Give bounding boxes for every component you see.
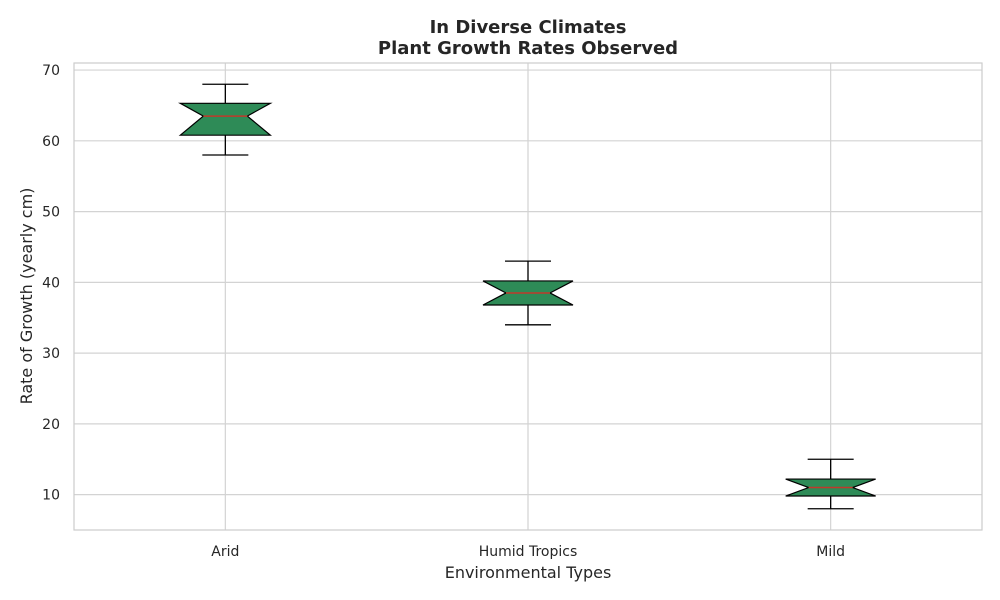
box-arid [178,83,273,156]
x-tick-label: Arid [211,544,239,560]
boxes [178,83,876,510]
notched-box [178,102,273,136]
chart-title-line-1: In Diverse Climates [430,17,627,38]
x-tick-label: Mild [816,544,845,560]
plot-area-frame [73,62,983,531]
y-tick-label: 50 [42,205,60,221]
x-ticks: Arid Humid Tropics Mild [211,544,845,560]
y-ticks: 10 20 30 40 50 60 70 [42,63,60,504]
y-tick-label: 30 [42,346,60,362]
x-axis-label: Environmental Types [445,563,612,582]
chart-title-line-2: Plant Growth Rates Observed [378,38,678,59]
x-tick-label: Humid Tropics [479,544,578,560]
y-tick-label: 10 [42,488,60,504]
y-tick-label: 40 [42,275,60,291]
box-mild [785,458,876,510]
y-tick-label: 60 [42,134,60,150]
y-axis-label: Rate of Growth (yearly cm) [17,188,36,405]
y-tick-label: 70 [42,63,60,79]
box-humid-tropics [482,260,574,326]
y-tick-label: 20 [42,417,60,433]
